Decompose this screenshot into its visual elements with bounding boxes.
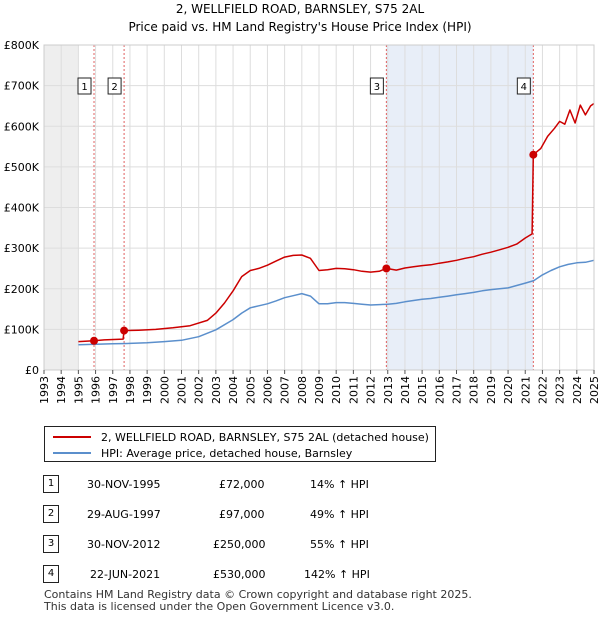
y-tick-label: £800K: [4, 39, 40, 52]
x-tick-label: 2011: [347, 376, 360, 404]
y-tick-label: £700K: [4, 80, 40, 93]
table-row: 3 30-NOV-2012 £250,000 55% ↑ HPI: [0, 535, 600, 555]
legend-item-property: 2, WELLFIELD ROAD, BARNSLEY, S75 2AL (de…: [53, 429, 429, 445]
x-tick-label: 2008: [296, 376, 309, 404]
sale-label-number: 2: [111, 82, 117, 93]
legend-label-property: 2, WELLFIELD ROAD, BARNSLEY, S75 2AL (de…: [101, 430, 429, 444]
sale-price: £72,000: [219, 478, 265, 491]
sale-point: [120, 326, 129, 335]
x-tick-label: 2009: [313, 376, 326, 404]
y-tick-label: £500K: [4, 161, 40, 174]
x-tick-label: 2010: [330, 376, 343, 404]
y-tick-label: £100K: [4, 323, 40, 336]
x-tick-label: 2002: [193, 376, 206, 404]
footer-line-copyright: Contains HM Land Registry data © Crown c…: [44, 588, 472, 601]
legend-swatch-hpi: [53, 452, 91, 454]
legend-item-hpi: HPI: Average price, detached house, Barn…: [53, 445, 352, 461]
x-tick-label: 2005: [244, 376, 257, 404]
sale-hpi-change: 14% ↑ HPI: [310, 478, 369, 491]
x-tick-label: 2013: [382, 376, 395, 404]
x-tick-label: 2025: [588, 376, 600, 404]
y-tick-label: £300K: [4, 242, 40, 255]
legend-label-hpi: HPI: Average price, detached house, Barn…: [101, 446, 353, 460]
sale-date: 30-NOV-1995: [87, 478, 161, 491]
x-tick-label: 2020: [502, 376, 515, 404]
table-row: 2 29-AUG-1997 £97,000 49% ↑ HPI: [0, 505, 600, 525]
y-tick-label: £400K: [4, 202, 40, 215]
sale-label-number: 1: [81, 82, 87, 93]
table-row: 1 30-NOV-1995 £72,000 14% ↑ HPI: [0, 475, 600, 495]
sale-price: £250,000: [213, 538, 266, 551]
sale-number-badge: 4: [43, 565, 59, 583]
x-tick-label: 1993: [38, 376, 51, 404]
y-tick-label: £600K: [4, 120, 40, 133]
sale-label-box: [516, 77, 531, 95]
sale-price: £530,000: [213, 568, 266, 581]
x-tick-label: 2007: [279, 376, 292, 404]
x-tick-label: 1997: [107, 376, 120, 404]
sale-hpi-change: 55% ↑ HPI: [310, 538, 369, 551]
x-tick-label: 1995: [72, 376, 85, 404]
x-tick-label: 2021: [519, 376, 532, 404]
x-tick-label: 2003: [210, 376, 223, 404]
x-tick-label: 2004: [227, 376, 240, 404]
x-tick-label: 2006: [261, 376, 274, 404]
x-tick-label: 2022: [536, 376, 549, 404]
sale-label-box: [369, 77, 384, 95]
y-tick-label: £200K: [4, 283, 40, 296]
sale-point: [382, 264, 391, 273]
sale-point: [90, 336, 99, 345]
x-tick-label: 2012: [365, 376, 378, 404]
x-tick-label: 1994: [55, 376, 68, 404]
x-tick-label: 2000: [158, 376, 171, 404]
chart-title: 2, WELLFIELD ROAD, BARNSLEY, S75 2AL: [176, 2, 425, 16]
hpi-series-line: [78, 259, 595, 346]
price-chart: 2, WELLFIELD ROAD, BARNSLEY, S75 2AL Pri…: [4, 2, 600, 404]
sale-date: 29-AUG-1997: [87, 508, 161, 521]
sale-date: 30-NOV-2012: [87, 538, 161, 551]
x-tick-label: 2023: [554, 376, 567, 404]
sale-label-box: [77, 77, 92, 95]
y-tick-label: £0: [25, 364, 39, 377]
sale-label-number: 4: [521, 82, 527, 93]
attribution-footer: Contains HM Land Registry data © Crown c…: [44, 589, 472, 613]
x-tick-label: 1998: [124, 376, 137, 404]
x-tick-label: 1996: [90, 376, 103, 404]
x-tick-label: 2015: [416, 376, 429, 404]
x-tick-label: 2017: [451, 376, 464, 404]
sale-number-badge: 2: [43, 505, 59, 523]
legend-swatch-property: [53, 436, 91, 438]
table-row: 4 22-JUN-2021 £530,000 142% ↑ HPI: [0, 565, 600, 585]
sale-label-box: [107, 77, 122, 95]
x-tick-label: 2016: [433, 376, 446, 404]
x-tick-label: 2014: [399, 376, 412, 404]
x-tick-label: 2001: [176, 376, 189, 404]
x-tick-label: 2018: [468, 376, 481, 404]
sale-number-badge: 3: [43, 535, 59, 553]
x-tick-label: 1999: [141, 376, 154, 404]
sale-point: [529, 150, 538, 159]
sale-date: 22-JUN-2021: [90, 568, 161, 581]
sale-hpi-change: 142% ↑ HPI: [304, 568, 370, 581]
legend: 2, WELLFIELD ROAD, BARNSLEY, S75 2AL (de…: [44, 426, 436, 462]
sale-price: £97,000: [219, 508, 265, 521]
sale-number-badge: 1: [43, 475, 59, 493]
footer-line-licence: This data is licensed under the Open Gov…: [44, 600, 395, 613]
chart-subtitle: Price paid vs. HM Land Registry's House …: [128, 20, 471, 34]
sale-hpi-change: 49% ↑ HPI: [310, 508, 369, 521]
sale-label-number: 3: [374, 82, 380, 93]
x-tick-label: 2019: [485, 376, 498, 404]
x-tick-label: 2024: [571, 376, 584, 404]
